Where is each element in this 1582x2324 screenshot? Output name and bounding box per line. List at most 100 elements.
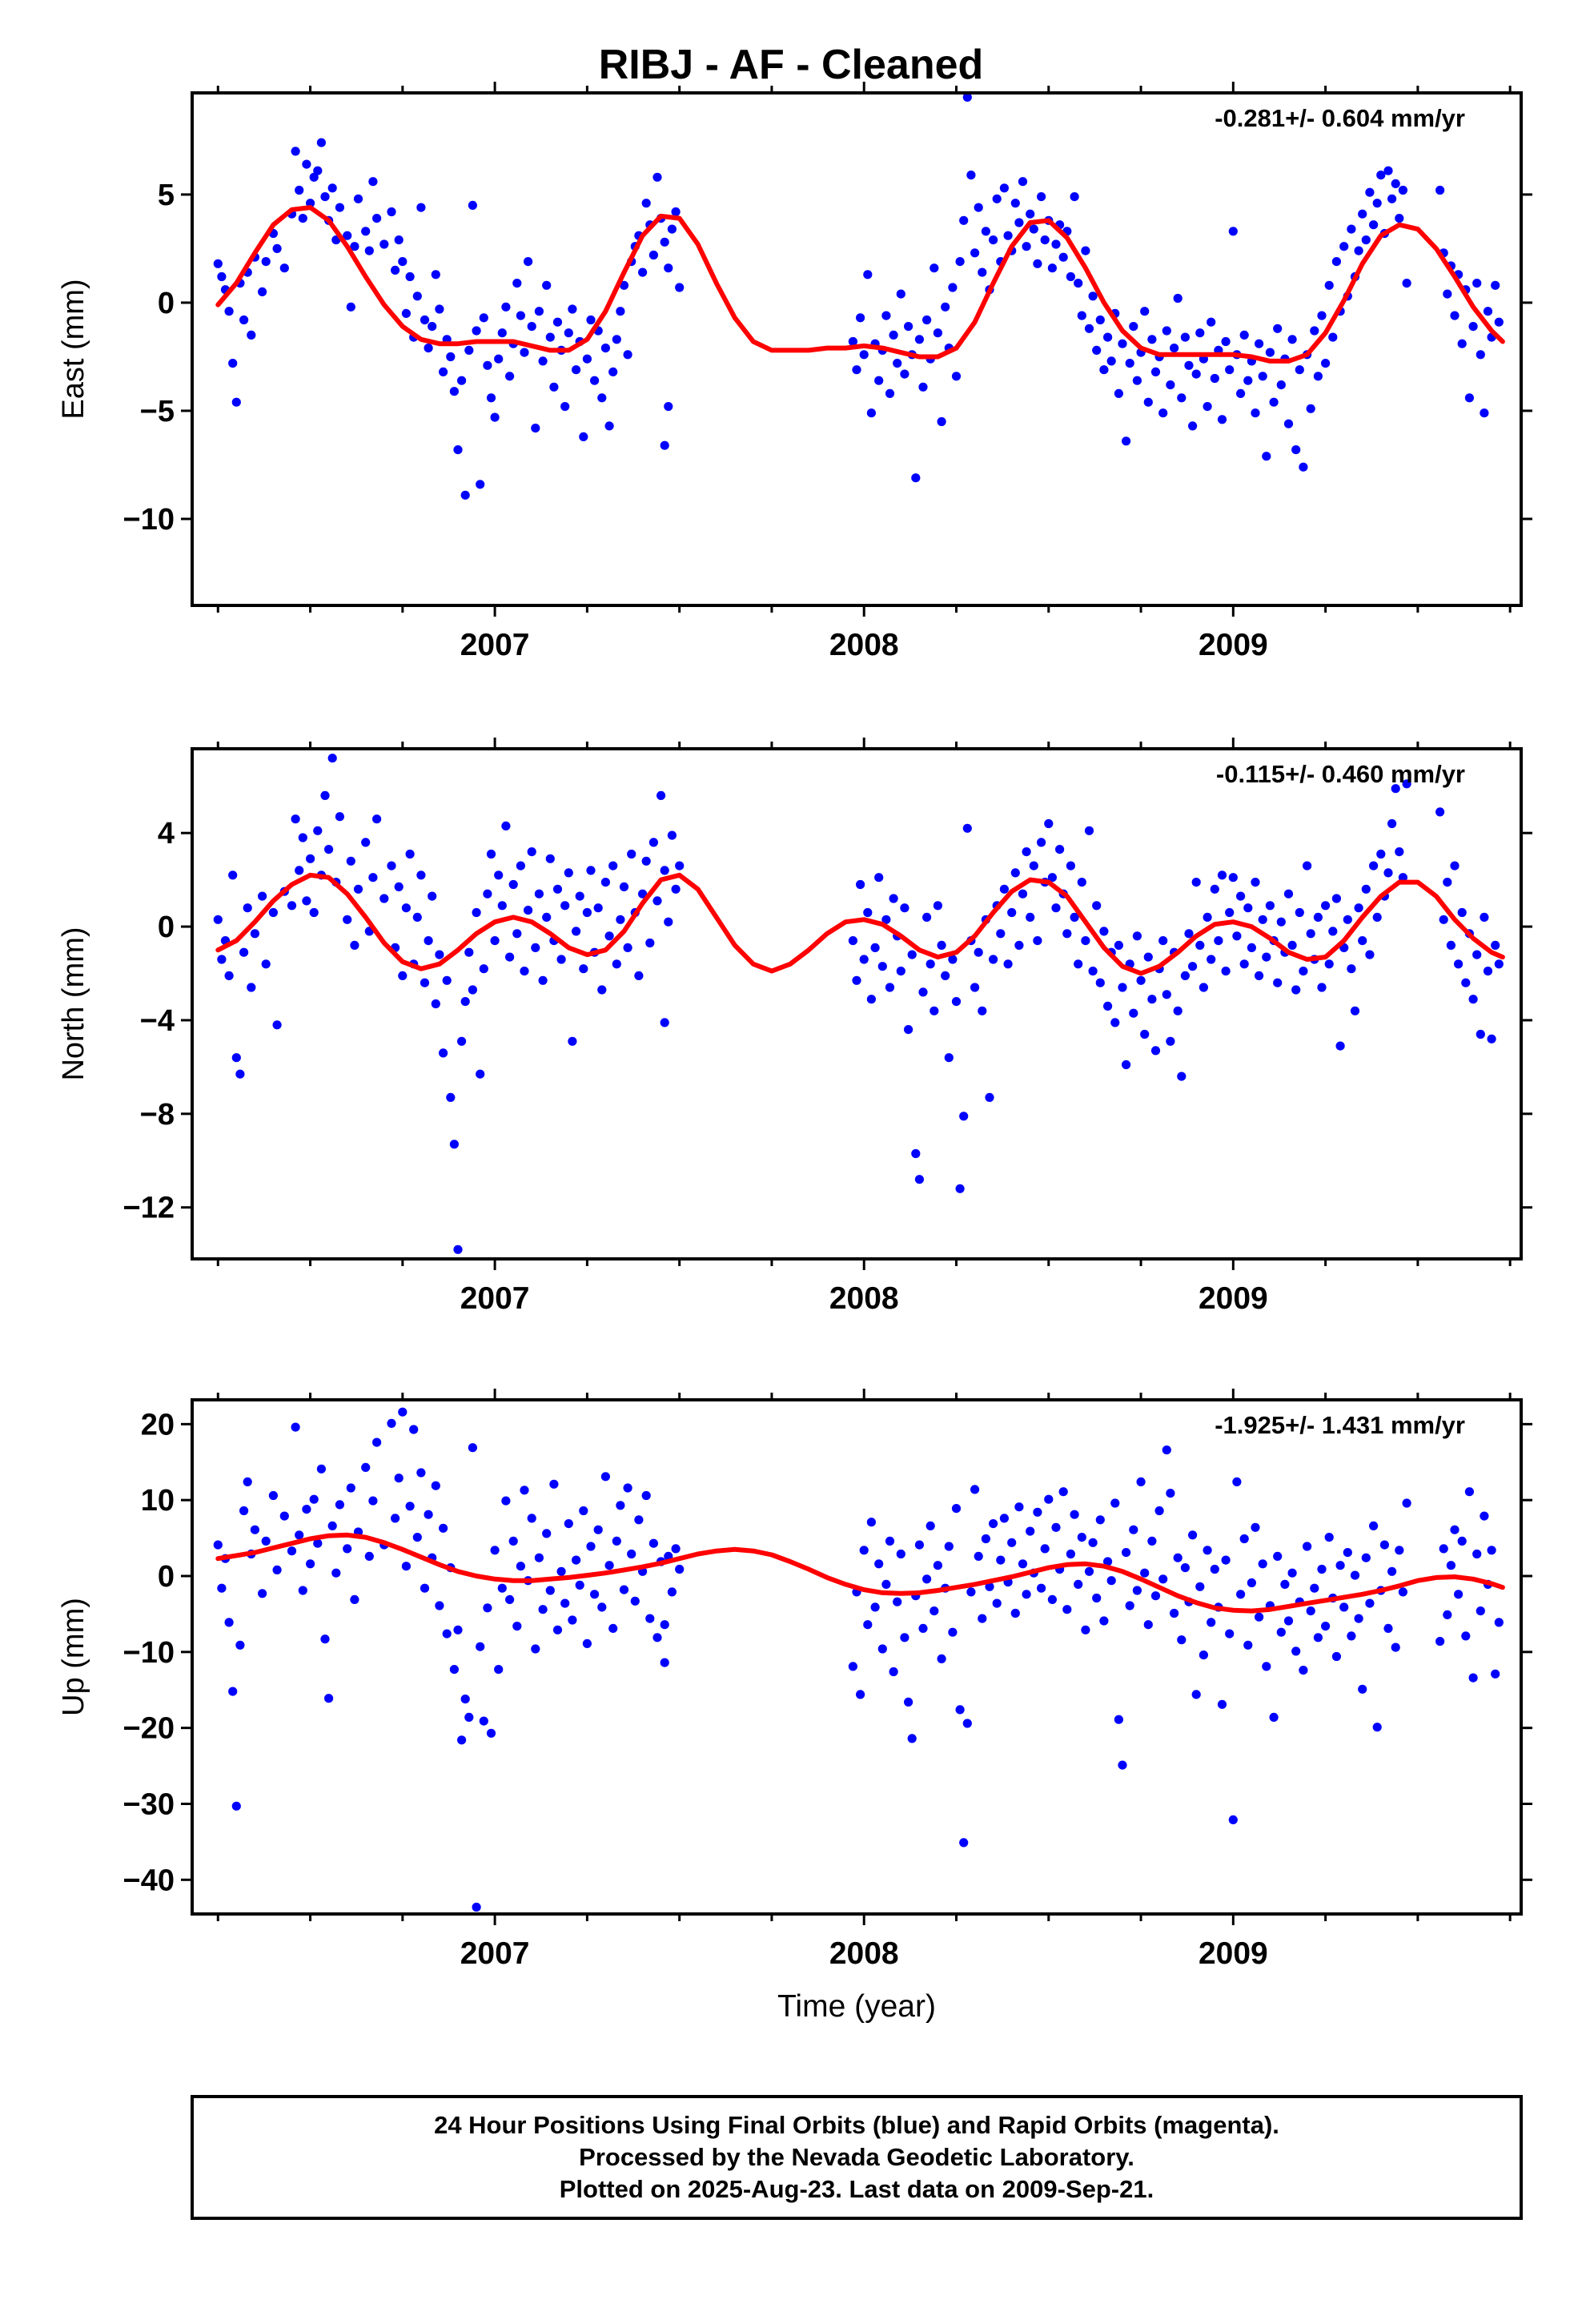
data-point (1273, 978, 1283, 987)
data-point (420, 315, 430, 325)
y-tick-label: −4 (140, 1004, 175, 1038)
footer-line-orbits: 24 Hour Positions Using Final Orbits (bl… (434, 2111, 1279, 2139)
data-point (542, 1529, 552, 1538)
data-point (272, 1020, 282, 1030)
data-point (313, 1538, 323, 1548)
north-panel: 2007 2008 2009 4 0 −4 −8 −12 North (mm) -0.115+/-… (57, 738, 1532, 1316)
data-point (1365, 187, 1375, 197)
data-point (1225, 1629, 1235, 1638)
data-point (926, 1521, 935, 1530)
data-point (922, 315, 932, 325)
data-point (313, 166, 323, 175)
data-point (372, 1437, 382, 1447)
data-point (431, 999, 440, 1009)
data-point (1439, 1544, 1448, 1554)
data-point (442, 1629, 452, 1638)
data-point (1180, 332, 1190, 342)
data-point (664, 917, 673, 927)
data-point (1136, 1477, 1146, 1486)
data-point (1283, 419, 1294, 428)
data-point (268, 1490, 278, 1501)
data-point (1037, 838, 1046, 847)
data-point (1480, 408, 1489, 418)
data-point (398, 257, 408, 267)
data-point (224, 1618, 234, 1627)
data-point (586, 315, 596, 325)
data-point (291, 814, 300, 824)
data-point (1037, 192, 1046, 202)
data-point (1132, 1586, 1142, 1595)
data-point (1095, 315, 1105, 325)
data-point (1443, 289, 1452, 299)
data-point (1081, 246, 1090, 255)
data-point (1487, 1034, 1496, 1043)
data-point (361, 838, 371, 847)
data-point (1062, 929, 1072, 939)
data-point (468, 1443, 478, 1453)
data-point (538, 1605, 548, 1614)
data-point (1195, 328, 1205, 338)
data-point (516, 1562, 526, 1571)
data-point (1446, 1561, 1456, 1570)
data-point (468, 200, 478, 210)
data-point (1088, 967, 1098, 976)
footer-line-processor: Processed by the Nevada Geodetic Laborat… (579, 2143, 1134, 2171)
data-point (863, 907, 873, 918)
data-point (531, 424, 540, 433)
data-point (560, 402, 570, 412)
data-point (604, 931, 614, 941)
data-point (881, 915, 891, 924)
data-point (885, 1536, 895, 1546)
data-point (1303, 1542, 1312, 1551)
data-point (1283, 889, 1294, 899)
data-point (1369, 861, 1379, 870)
data-point (597, 393, 607, 403)
data-point (291, 147, 300, 156)
data-point (1283, 1616, 1294, 1626)
data-point (457, 1735, 467, 1745)
data-point (1203, 402, 1212, 412)
data-point (671, 884, 681, 894)
data-point (552, 884, 563, 894)
data-point (1044, 1494, 1054, 1504)
data-point (930, 1006, 939, 1015)
data-point (1335, 1041, 1345, 1051)
x-tick-label: 2008 (829, 628, 899, 662)
east-data-points (213, 93, 1504, 500)
data-point (401, 308, 411, 318)
data-point (1299, 1666, 1308, 1675)
data-point (1103, 1557, 1113, 1566)
data-point (579, 432, 588, 442)
data-point (549, 1479, 559, 1489)
data-point (1269, 1712, 1279, 1722)
data-point (1077, 878, 1086, 887)
data-point (970, 1485, 980, 1494)
data-point (1018, 889, 1028, 899)
data-point (974, 947, 983, 957)
data-point (268, 907, 278, 918)
data-point (1243, 376, 1253, 385)
data-point (287, 1546, 297, 1556)
data-point (1324, 280, 1334, 290)
data-point (1328, 332, 1338, 342)
data-point (612, 959, 621, 969)
data-point (1132, 931, 1142, 941)
y-tick-label: −8 (140, 1098, 175, 1132)
data-point (667, 830, 677, 840)
data-point (877, 1644, 887, 1654)
data-point (228, 1687, 238, 1696)
data-point (852, 365, 861, 375)
data-point (1494, 1618, 1504, 1627)
data-point (1026, 1526, 1035, 1536)
data-point (316, 138, 326, 147)
data-point (1180, 1563, 1190, 1573)
east-y-axis-label: East (mm) (57, 279, 90, 419)
data-point (1003, 231, 1013, 240)
data-point (527, 1514, 536, 1523)
data-point (335, 203, 344, 212)
data-point (520, 967, 529, 976)
data-point (992, 194, 1002, 203)
data-point (1313, 372, 1323, 381)
data-point (1347, 964, 1356, 974)
data-point (531, 1644, 540, 1654)
